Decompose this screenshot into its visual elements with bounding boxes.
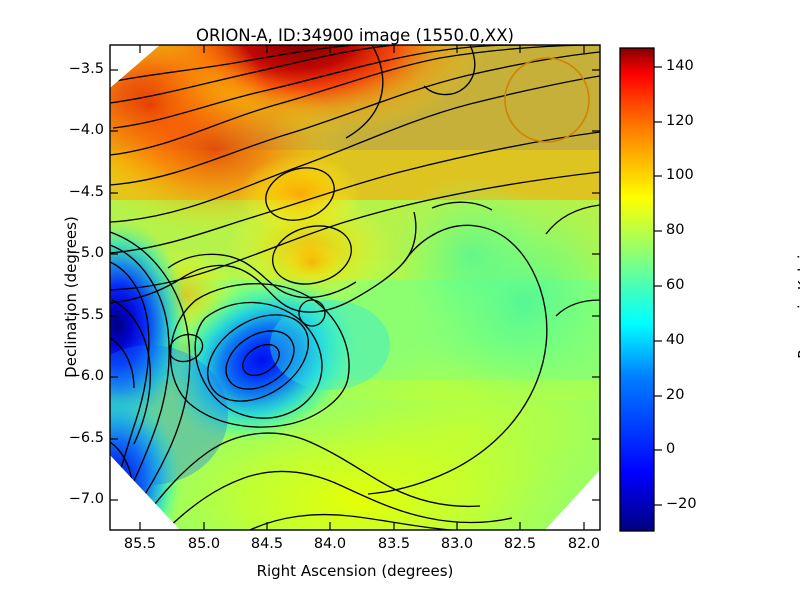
heatmap-field bbox=[110, 45, 600, 530]
y-tick-label: −6.5 bbox=[68, 430, 104, 446]
x-tick-label: 83.0 bbox=[440, 536, 474, 552]
y-tick-label: −4.5 bbox=[68, 184, 104, 200]
colorbar bbox=[619, 47, 662, 532]
y-axis-label: Declination (degrees) bbox=[62, 216, 80, 378]
x-tick-label: 84.5 bbox=[250, 536, 284, 552]
page-title: ORION-A, ID:34900 image (1550.0,XX) bbox=[196, 26, 514, 45]
x-tick-label: 85.5 bbox=[123, 536, 157, 552]
colorbar-tick-label: 60 bbox=[666, 277, 685, 293]
x-axis-ticks bbox=[139, 45, 585, 530]
x-tick-label: 83.5 bbox=[377, 536, 411, 552]
x-tick-label: 85.0 bbox=[187, 536, 221, 552]
y-tick-label: −4.0 bbox=[68, 122, 104, 138]
y-tick-label: −5.5 bbox=[68, 307, 104, 323]
colorbar-tick-label: 100 bbox=[666, 167, 694, 183]
axes-frame bbox=[109, 44, 601, 531]
beam-circle-annotation bbox=[504, 57, 590, 143]
y-tick-label: −7.0 bbox=[68, 491, 104, 507]
colorbar-label: Power in Kelvin bbox=[795, 245, 800, 359]
colorbar-tick-label: −20 bbox=[666, 496, 697, 512]
colorbar-tick-label: 80 bbox=[666, 222, 685, 238]
y-axis-ticks bbox=[110, 69, 600, 501]
x-tick-label: 82.0 bbox=[567, 536, 601, 552]
colorbar-ticks bbox=[654, 66, 662, 506]
colorbar-tick-label: 140 bbox=[666, 58, 694, 74]
x-tick-label: 84.0 bbox=[313, 536, 347, 552]
contour-lines bbox=[110, 45, 600, 530]
colorbar-tick-label: 20 bbox=[666, 387, 685, 403]
y-tick-label: −6.0 bbox=[68, 368, 104, 384]
x-tick-label: 82.5 bbox=[503, 536, 537, 552]
colorbar-tick-label: 120 bbox=[666, 113, 694, 129]
colorbar-tick-label: 0 bbox=[666, 441, 676, 457]
x-axis-label: Right Ascension (degrees) bbox=[256, 562, 454, 580]
y-tick-label: −3.5 bbox=[68, 61, 104, 77]
colorbar-tick-label: 40 bbox=[666, 332, 685, 348]
y-tick-label: −5.0 bbox=[68, 245, 104, 261]
